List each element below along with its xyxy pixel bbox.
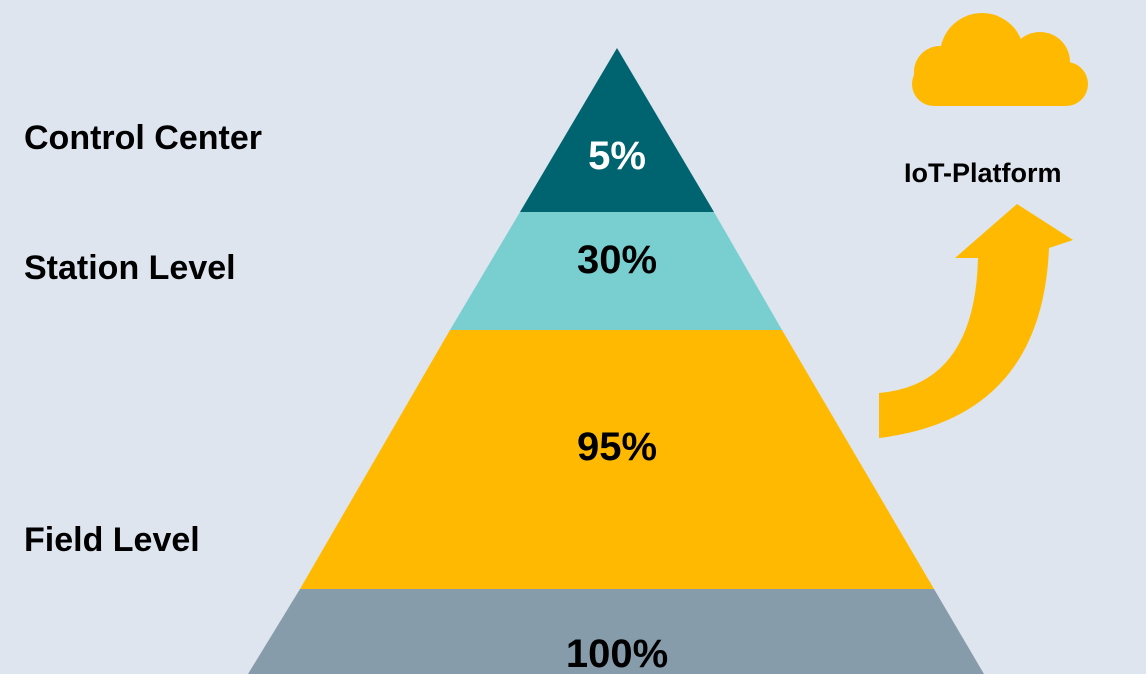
curved-arrow-up-icon — [879, 204, 1073, 438]
station-level-label: Station Level — [24, 249, 236, 287]
tier-third-value: 95% — [576, 425, 658, 469]
iot-platform-label: IoT-Platform — [904, 158, 1062, 188]
tier-bottom-value: 100% — [565, 632, 669, 674]
pyramid-tier-top — [520, 48, 714, 212]
tier-top-value: 5% — [588, 134, 646, 178]
pyramid-tier-third — [300, 330, 934, 589]
pyramid-tier-second — [450, 212, 782, 330]
field-level-label: Field Level — [24, 521, 200, 559]
control-center-label: Control Center — [24, 119, 262, 157]
tier-second-value: 30% — [576, 238, 658, 282]
pyramid-tier-bottom — [248, 589, 984, 674]
cloud-icon — [912, 13, 1088, 106]
